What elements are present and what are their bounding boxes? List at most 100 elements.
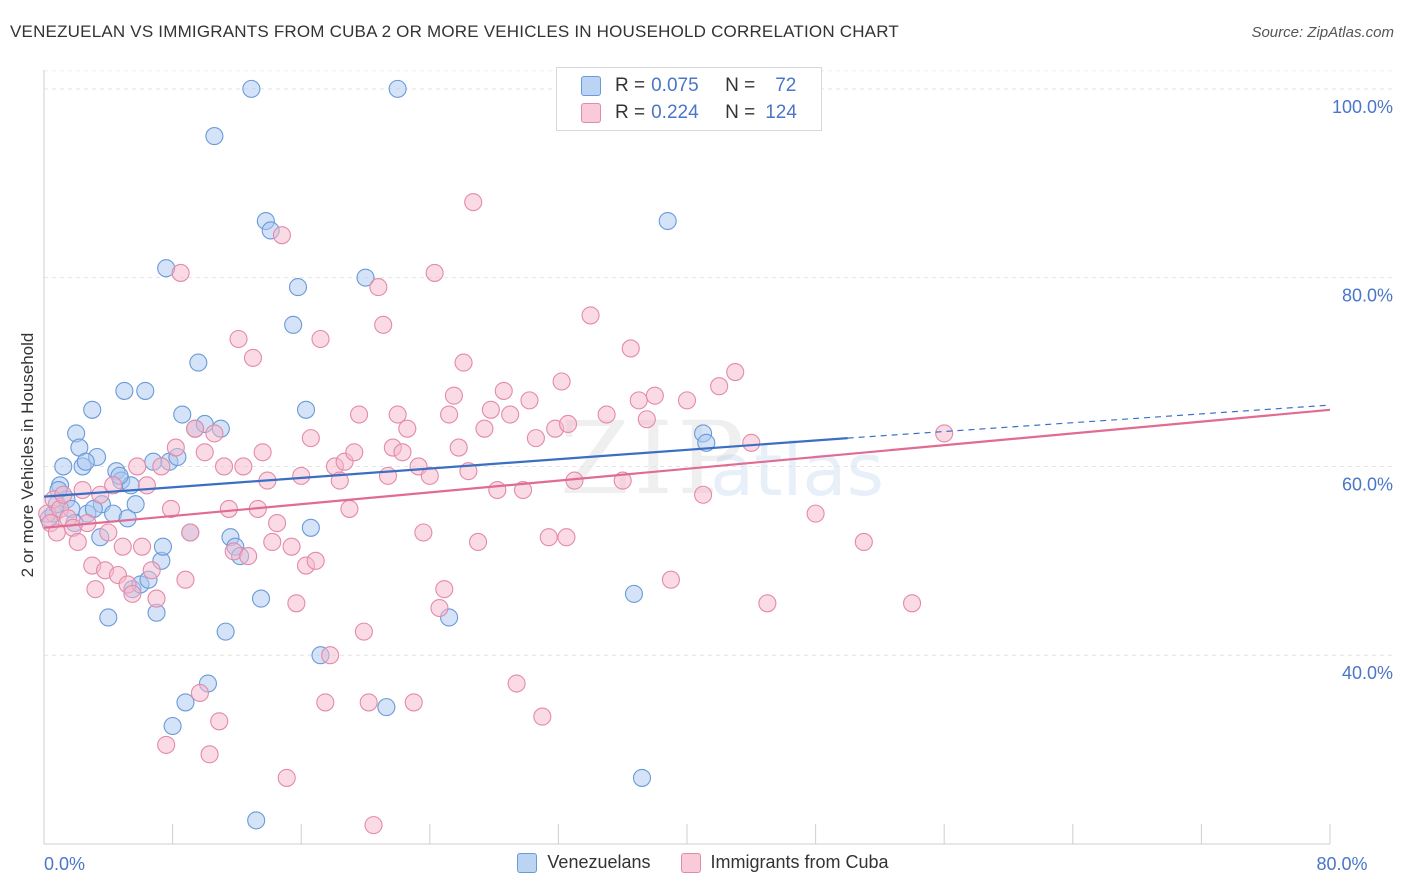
cuba-point — [710, 377, 729, 396]
legend-r-value: 0.075 — [651, 75, 699, 96]
cuba-point — [243, 348, 263, 367]
venezuelan-point — [624, 584, 644, 603]
cuba-point — [513, 480, 533, 500]
cuba-point — [152, 457, 171, 476]
cuba-point — [935, 424, 954, 443]
cuba-point — [444, 386, 463, 405]
cuba-point — [440, 405, 459, 424]
cuba-point — [374, 315, 393, 334]
y-tick-label: 40.0% — [1342, 663, 1393, 683]
cuba-point — [526, 429, 545, 448]
cuba-point — [637, 410, 656, 429]
legend-n-label: N = — [725, 102, 756, 123]
venezuelan-point — [242, 79, 261, 98]
venezuelan-point — [216, 622, 235, 641]
venezuelan-point — [205, 127, 224, 146]
cuba-point — [481, 400, 500, 419]
cuba-point — [581, 306, 600, 325]
cuba-point — [902, 594, 922, 613]
venezuelan-point — [76, 452, 95, 471]
cuba-point — [435, 580, 454, 599]
cuba-point — [181, 523, 200, 542]
cuba-point — [742, 433, 761, 452]
legend-swatch-pink — [581, 103, 601, 123]
cuba-point — [661, 570, 680, 589]
cuba-point — [234, 457, 253, 476]
cuba-point — [104, 476, 123, 495]
legend-n-label: N = — [725, 75, 756, 96]
venezuelan-point — [126, 495, 145, 514]
cuba-point — [488, 480, 507, 500]
cuba-point — [214, 457, 234, 476]
cuba-point — [520, 391, 539, 410]
correlation-legend: R = 0.075 N = 72 R = 0.224 N = 124 — [556, 67, 822, 131]
legend-r-value: 0.224 — [651, 102, 699, 123]
cuba-point — [398, 419, 417, 438]
cuba-point — [210, 712, 229, 731]
cuba-point — [388, 405, 407, 424]
cuba-point — [287, 594, 306, 613]
legend-r-label: R = — [615, 102, 646, 123]
cuba-point — [190, 683, 209, 703]
cuba-point — [613, 471, 632, 490]
cuba-point — [239, 547, 258, 566]
cuba-point — [507, 674, 526, 693]
legend-label-venezuelans: Venezuelans — [547, 852, 651, 872]
cuba-point — [268, 514, 287, 533]
venezuelan-point — [251, 589, 271, 608]
cuba-point — [306, 551, 325, 570]
cuba-trend-line — [43, 408, 1331, 529]
cuba-point — [73, 480, 92, 500]
venezuelan-point — [54, 457, 73, 476]
venezuelan-point — [377, 698, 396, 717]
cuba-point — [147, 589, 166, 608]
cuba-point — [454, 353, 473, 372]
legend-swatch-pink — [680, 852, 701, 873]
legend-r-label: R = — [615, 75, 646, 96]
cuba-point — [425, 263, 444, 282]
series-legend: Venezuelans Immigrants from Cuba — [0, 852, 1406, 873]
cuba-point — [378, 466, 398, 485]
venezuelan-point — [83, 400, 102, 419]
cuba-point — [539, 528, 558, 547]
cuba-point — [253, 443, 272, 462]
cuba-point — [806, 504, 825, 523]
legend-swatch-blue — [517, 852, 538, 873]
cuba-point — [404, 693, 423, 712]
cuba-point — [142, 561, 161, 580]
y-axis-label: 2 or more Vehicles in Household — [18, 332, 37, 578]
venezuelan-point — [115, 381, 134, 400]
cuba-point — [321, 646, 340, 665]
cuba-point — [123, 584, 142, 603]
venezuelan-point — [136, 381, 155, 400]
cuba-point — [464, 193, 483, 212]
cuba-point — [414, 523, 433, 542]
cuba-point — [99, 523, 118, 542]
venezuelan-point — [356, 268, 375, 287]
cuba-point — [345, 443, 364, 462]
cuba-point — [393, 443, 412, 462]
cuba-point — [364, 816, 383, 835]
legend-item-venezuelans[interactable]: Venezuelans — [517, 852, 651, 873]
venezuelan-point — [632, 768, 652, 787]
cuba-point — [219, 499, 238, 518]
cuba-point — [359, 693, 378, 712]
venezuelan-point — [284, 315, 303, 334]
venezuelan-trend-extension — [847, 404, 1331, 439]
venezuelan-point — [163, 716, 182, 736]
cuba-point — [552, 372, 571, 391]
venezuelan-point — [189, 353, 208, 372]
venezuelan-point — [296, 400, 316, 419]
cuba-point — [854, 532, 873, 552]
legend-n-value: 124 — [765, 102, 797, 123]
cuba-point — [157, 735, 176, 754]
cuba-point — [133, 537, 152, 556]
y-tick-label: 60.0% — [1342, 474, 1393, 494]
cuba-point — [171, 263, 190, 282]
legend-label-cuba: Immigrants from Cuba — [710, 852, 889, 872]
cuba-point — [629, 391, 648, 410]
legend-n-value: 72 — [775, 75, 797, 96]
legend-item-cuba[interactable]: Immigrants from Cuba — [680, 852, 889, 873]
cuba-point — [301, 429, 320, 448]
